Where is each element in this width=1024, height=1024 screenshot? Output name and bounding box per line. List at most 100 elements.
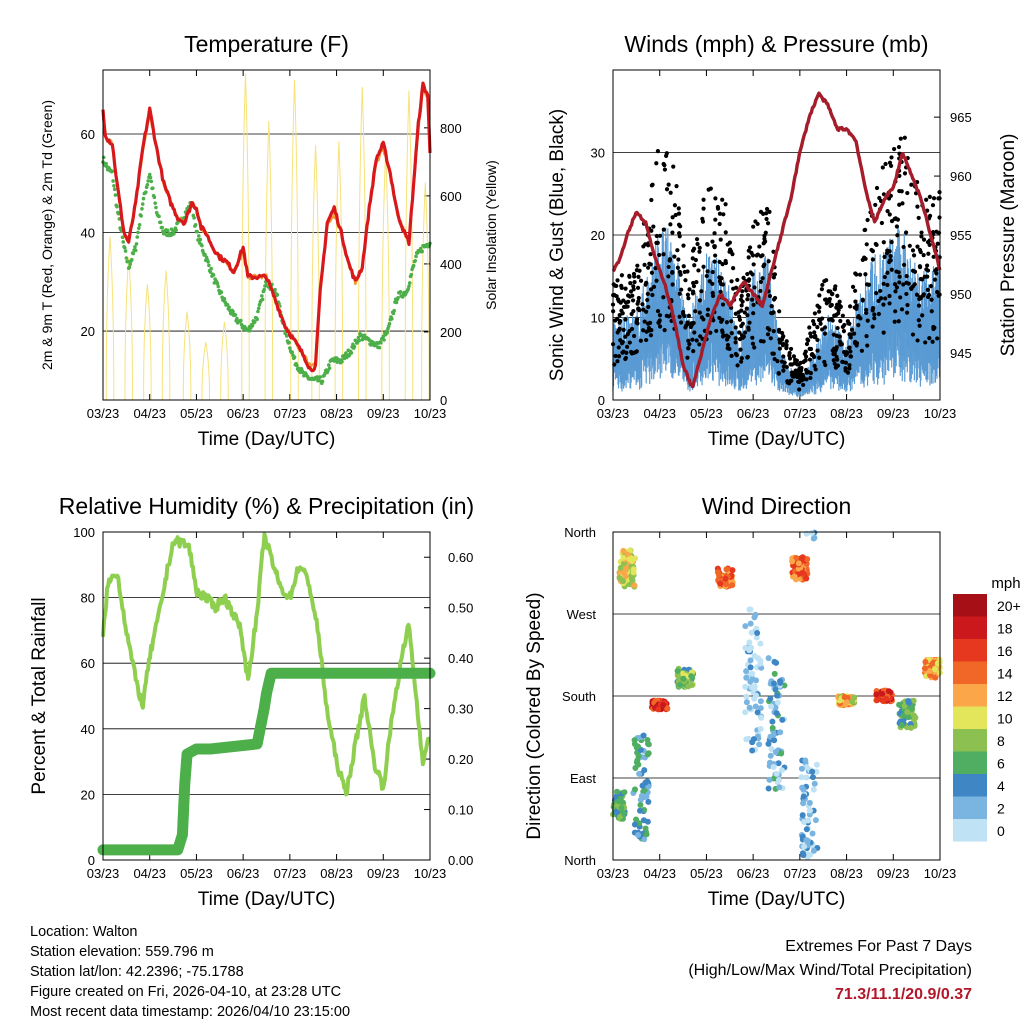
- temp-dewpoint-point: [127, 265, 132, 270]
- wind-gust-point: [788, 346, 794, 352]
- wind-gust-point: [804, 370, 809, 375]
- wind-gust-point: [887, 212, 892, 217]
- wind-gust-point: [649, 197, 654, 203]
- temp-dewpoint-point: [262, 287, 266, 292]
- wind-gust-point: [935, 241, 940, 246]
- wind-gust-point: [787, 353, 792, 358]
- temp-dewpoint-point: [420, 249, 425, 254]
- wind-gust-point: [714, 328, 719, 334]
- wind-gust-point: [925, 268, 931, 273]
- dir-point: [770, 764, 777, 771]
- wind-gust-point: [624, 344, 630, 349]
- colorbar-label: 20+: [997, 598, 1021, 614]
- rh-humidity-line: [101, 532, 431, 797]
- wind-gust-point: [865, 318, 870, 323]
- wind-gust-point: [859, 348, 864, 353]
- wind-gust-point: [914, 292, 920, 297]
- dir-point: [885, 688, 892, 695]
- rh-ytick-right-label: 0.50: [448, 601, 473, 616]
- wind-gust-point: [692, 330, 697, 335]
- wind-gust-point: [888, 254, 893, 259]
- rh-ytick-label: 20: [81, 787, 95, 802]
- wind-gust-point: [644, 309, 649, 314]
- wind-gust-point: [897, 274, 902, 279]
- temp-dewpoint-point: [112, 183, 116, 188]
- wind-gust-point: [873, 202, 878, 208]
- wind-gust-point: [904, 274, 909, 279]
- wind-gust-point: [912, 282, 917, 287]
- wind-gust-point: [718, 289, 723, 294]
- wind-gust-point: [897, 202, 902, 207]
- dir-point: [664, 705, 671, 712]
- dir-point: [629, 577, 636, 584]
- temp-dewpoint-point: [387, 321, 392, 326]
- wind-gust-point: [777, 309, 782, 314]
- dir-point: [746, 704, 753, 711]
- dir-ytick-label: North: [564, 853, 596, 868]
- wind-gust-point: [920, 277, 925, 282]
- wind-gust-point: [681, 243, 686, 248]
- dir-point: [774, 692, 781, 699]
- dir-point: [789, 558, 796, 565]
- temp-dewpoint-point: [248, 328, 252, 333]
- temp-xlabel: Time (Day/UTC): [198, 429, 336, 450]
- wind-gust-point: [903, 230, 909, 235]
- wind-gust-point: [655, 149, 661, 154]
- temp-dewpoint-point: [160, 225, 164, 230]
- dir-point: [813, 768, 820, 775]
- wind-gust-point: [646, 325, 652, 331]
- wind-gust-point: [876, 298, 881, 304]
- temp-dewpoint-point: [121, 240, 126, 244]
- colorbar-label: 18: [997, 621, 1013, 637]
- dir-point: [773, 710, 780, 717]
- dir-point: [716, 571, 723, 578]
- wind-gust-point: [818, 321, 823, 326]
- temp-dewpoint-point: [137, 226, 141, 230]
- wind-gust-point: [916, 318, 921, 323]
- wind-gust-point: [804, 341, 810, 347]
- colorbar-swatch: [953, 616, 987, 639]
- wind-gust-point: [831, 358, 836, 363]
- wind-gust-point: [880, 165, 885, 170]
- wind-gust-point: [746, 278, 751, 283]
- wind-gust-point: [635, 263, 640, 268]
- wind-gust-point: [832, 346, 837, 351]
- temp-dewpoint-point: [227, 305, 231, 310]
- wind-xtick-label: 08/23: [830, 406, 863, 421]
- temp-dewpoint-point: [153, 201, 157, 205]
- wind-gust-point: [812, 311, 818, 316]
- wind-gust-point: [791, 354, 797, 359]
- wind-gust-point: [921, 253, 926, 258]
- dir-point: [798, 570, 805, 577]
- temp-dewpoint-point: [124, 256, 129, 260]
- wind-ytick-right-label: 955: [950, 228, 972, 243]
- wind-gust-point: [705, 312, 710, 318]
- wind-gust-point: [729, 331, 734, 336]
- wind-gust-point: [767, 327, 772, 332]
- dir-point: [800, 786, 807, 793]
- temp-dewpoint-point: [144, 190, 148, 194]
- wind-gust-point: [661, 295, 666, 300]
- wind-gust-point: [909, 286, 914, 291]
- dir-point: [674, 668, 681, 675]
- dir-point: [748, 629, 755, 636]
- temp-dewpoint-point: [123, 249, 128, 253]
- temp-dewpoint-point: [193, 222, 198, 227]
- wind-gust-point: [614, 294, 619, 299]
- wind-gust-point: [677, 234, 682, 239]
- wind-gust-point: [636, 295, 641, 301]
- wind-gust-point: [911, 253, 917, 258]
- wind-gust-point: [918, 249, 923, 255]
- wind-gust-point: [631, 308, 636, 314]
- wind-gust-point: [724, 320, 729, 325]
- wind-gust-point: [712, 231, 717, 236]
- wind-gust-point: [672, 203, 678, 208]
- colorbar-label: 12: [997, 688, 1013, 704]
- temp-dewpoint-point: [394, 300, 399, 305]
- dir-point: [810, 786, 817, 793]
- rh-xtick-label: 07/23: [274, 866, 307, 881]
- dir-point: [803, 774, 810, 781]
- dir-point: [771, 737, 778, 744]
- wind-gust-point: [887, 160, 893, 165]
- rh-ytick-label: 60: [81, 656, 95, 671]
